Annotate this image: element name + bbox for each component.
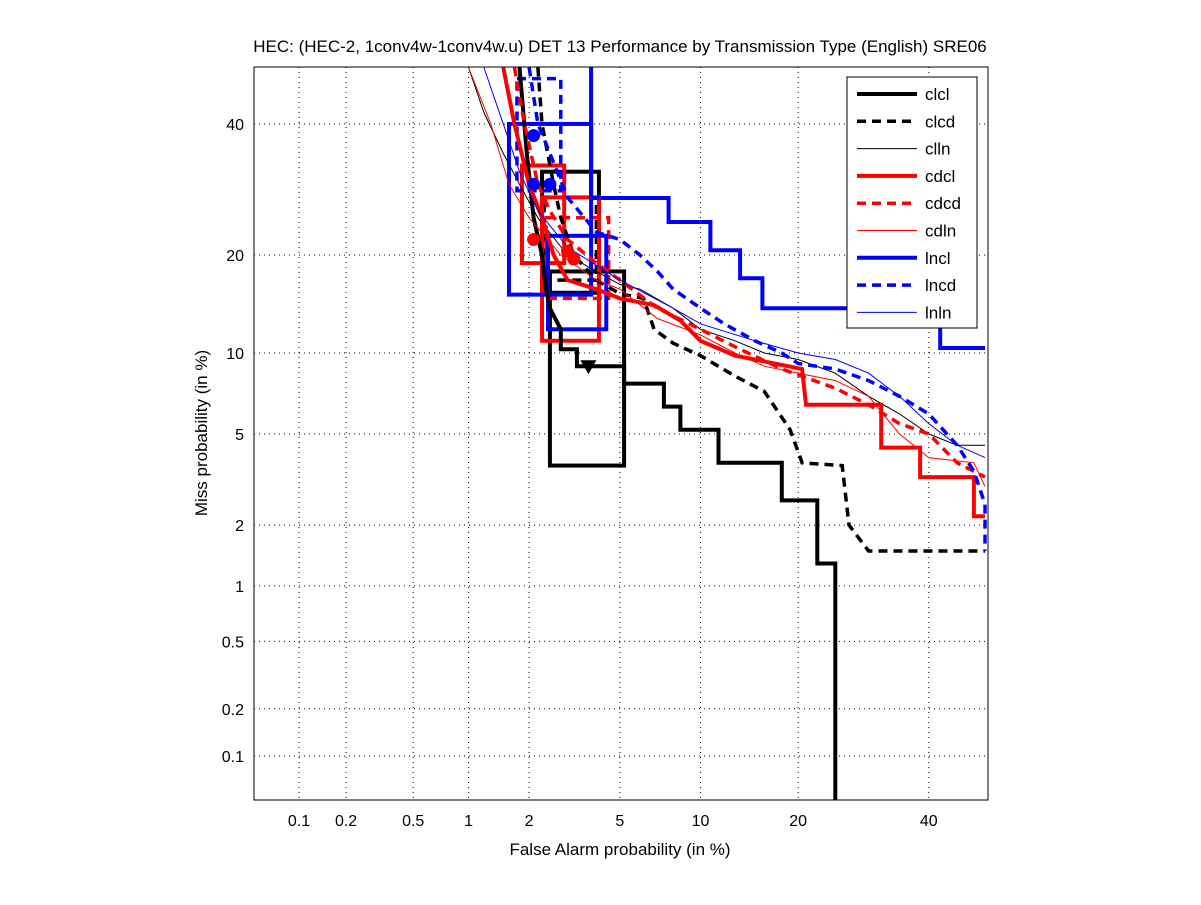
confidence-box-lncl xyxy=(545,233,609,332)
dcf-markers xyxy=(527,129,597,375)
y-axis-label: Miss probability (in %) xyxy=(192,350,211,516)
legend-label-lncd: lncd xyxy=(925,276,956,295)
legend-label-lnln: lnln xyxy=(925,303,951,322)
y-tick-label: 0.1 xyxy=(222,749,244,766)
det-curve-clcl xyxy=(517,67,838,800)
legend-label-cdcd: cdcd xyxy=(925,194,961,213)
y-tick-label: 10 xyxy=(226,346,244,363)
x-tick-label: 0.1 xyxy=(288,813,310,830)
det-curve-lncd xyxy=(527,67,987,551)
legend-box xyxy=(846,76,978,329)
confidence-box-lncl xyxy=(506,121,594,297)
y-tick-label: 5 xyxy=(235,427,244,444)
dcf-marker-lncd xyxy=(527,177,541,191)
grid xyxy=(254,67,988,800)
x-tick-label: 40 xyxy=(920,813,938,830)
dcf-marker-lncl xyxy=(543,177,557,191)
x-tick-label: 2 xyxy=(525,813,534,830)
dcf-marker-lncl xyxy=(527,129,541,143)
tick-labels: 0.1 0.2 0.5 1 2 5 10 20 40 0.1 0.2 0.5 1 2 5 10 20 40 xyxy=(222,117,938,830)
chart-title: HEC: (HEC-2, 1conv4w-1conv4w.u) DET 13 P… xyxy=(253,37,987,56)
det-curve-cdcd xyxy=(512,67,986,479)
x-tick-label: 1 xyxy=(464,813,473,830)
det-curve-clln xyxy=(468,67,985,446)
y-tick-label: 20 xyxy=(226,248,244,265)
det-curve-lnln xyxy=(483,67,986,459)
y-tick-label: 40 xyxy=(226,117,244,134)
legend-label-cdcl: cdcl xyxy=(925,167,955,186)
y-tick-label: 0.5 xyxy=(222,634,244,651)
y-tick-label: 0.2 xyxy=(222,702,244,719)
det-curves xyxy=(468,67,987,800)
x-axis-label: False Alarm probability (in %) xyxy=(509,840,730,859)
x-tick-label: 5 xyxy=(615,813,624,830)
legend-label-clcl: clcl xyxy=(925,85,950,104)
x-tick-label: 20 xyxy=(789,813,807,830)
det-curve-clcd xyxy=(536,67,985,553)
det-curve-cdcl xyxy=(501,67,985,519)
y-tick-label: 2 xyxy=(235,518,244,535)
x-tick-label: 10 xyxy=(692,813,710,830)
det-curve-cdln xyxy=(468,67,986,487)
x-tick-label: 0.2 xyxy=(335,813,357,830)
legend: clcl clcd clln cdcl cdcd cdln lncl lncd lnln xyxy=(846,76,978,329)
legend-label-clcd: clcd xyxy=(925,112,955,131)
legend-label-clln: clln xyxy=(925,140,951,159)
plot-frame xyxy=(253,66,989,801)
confidence-box-clcd xyxy=(542,195,599,282)
dcf-marker-clcl xyxy=(580,360,597,375)
y-tick-label: 1 xyxy=(235,579,244,596)
dcf-marker-cdcd xyxy=(560,244,574,258)
legend-label-cdln: cdln xyxy=(925,222,956,241)
dcf-marker-cdcl xyxy=(527,233,541,247)
legend-label-lncl: lncl xyxy=(925,249,951,268)
x-tick-label: 0.5 xyxy=(402,813,424,830)
